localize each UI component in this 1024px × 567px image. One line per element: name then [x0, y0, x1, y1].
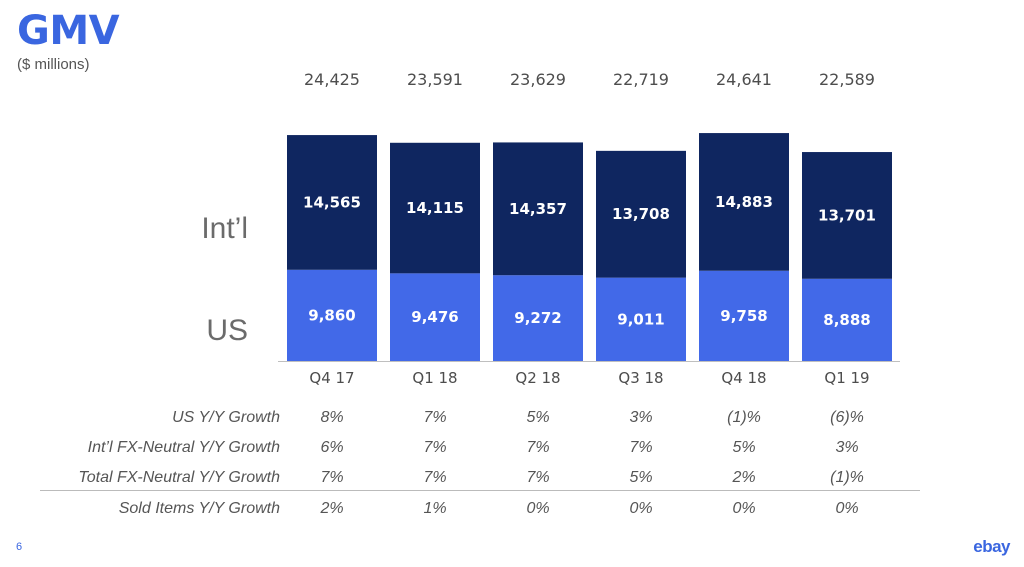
bar-intl-0	[287, 135, 377, 270]
total-value-label: 22,589	[819, 70, 875, 89]
metric-value: 5%	[732, 439, 756, 456]
intl-value-label: 14,565	[303, 193, 361, 211]
intl-value-label: 14,883	[715, 193, 773, 211]
ebay-logo: ebay	[973, 537, 1010, 556]
category-label: Q2 18	[515, 369, 560, 387]
category-label: Q1 18	[412, 369, 457, 387]
metric-value: 2%	[320, 500, 344, 517]
page-number: 6	[16, 541, 23, 553]
category-label: Q3 18	[618, 369, 663, 387]
metric-row-label: US Y/Y Growth	[172, 409, 280, 426]
metric-value: 5%	[629, 469, 653, 486]
bar-intl-3	[596, 150, 686, 278]
intl-value-label: 13,701	[818, 206, 876, 224]
total-value-label: 23,629	[510, 70, 566, 89]
metric-value: 3%	[629, 409, 653, 426]
total-value-label: 23,591	[407, 70, 463, 89]
metric-value: 1%	[423, 500, 447, 517]
metric-value: 5%	[526, 409, 550, 426]
total-value-label: 24,641	[716, 70, 772, 89]
metric-value: 6%	[320, 439, 344, 456]
total-value-label: 24,425	[304, 70, 360, 89]
bar-us-2	[493, 275, 583, 361]
metric-value: 7%	[526, 439, 550, 456]
metric-value: 7%	[629, 439, 653, 456]
bar-intl-4	[699, 133, 789, 271]
metric-value: 7%	[423, 469, 447, 486]
metric-value: (1)%	[830, 469, 864, 486]
metric-value: 0%	[526, 500, 550, 517]
intl-segment-label: Int’l	[201, 212, 248, 245]
bar-intl-1	[390, 142, 480, 274]
category-label: Q1 19	[824, 369, 869, 387]
bar-us-1	[390, 273, 480, 361]
metric-value: 7%	[423, 439, 447, 456]
total-value-label: 22,719	[613, 70, 669, 89]
bar-us-3	[596, 277, 686, 361]
metric-value: 0%	[629, 500, 653, 517]
metric-value: 7%	[526, 469, 550, 486]
us-value-label: 8,888	[823, 311, 870, 329]
metric-row-label: Int’l FX-Neutral Y/Y Growth	[87, 439, 280, 456]
metric-value: 8%	[320, 409, 344, 426]
metric-value: (1)%	[727, 409, 761, 426]
page-subtitle: ($ millions)	[17, 56, 90, 73]
us-value-label: 9,011	[617, 310, 664, 328]
us-value-label: 9,476	[411, 308, 458, 326]
bar-us-0	[287, 269, 377, 361]
us-value-label: 9,860	[308, 306, 355, 324]
intl-value-label: 13,708	[612, 205, 670, 223]
category-label: Q4 18	[721, 369, 766, 387]
metric-row-label: Sold Items Y/Y Growth	[118, 500, 280, 517]
page-title: GMV	[17, 8, 120, 54]
us-value-label: 9,758	[720, 307, 767, 325]
bar-us-4	[699, 270, 789, 361]
category-label: Q4 17	[309, 369, 354, 387]
bar-us-5	[802, 278, 892, 361]
metric-row-label: Total FX-Neutral Y/Y Growth	[78, 469, 280, 486]
bar-intl-2	[493, 142, 583, 276]
metric-value: 7%	[320, 469, 344, 486]
metric-value: (6)%	[830, 409, 864, 426]
intl-value-label: 14,115	[406, 199, 464, 217]
us-value-label: 9,272	[514, 309, 561, 327]
metric-value: 7%	[423, 409, 447, 426]
metric-value: 2%	[732, 469, 756, 486]
metric-value: 0%	[835, 500, 859, 517]
bar-intl-5	[802, 152, 892, 279]
intl-value-label: 14,357	[509, 200, 567, 218]
metric-value: 0%	[732, 500, 756, 517]
metric-value: 3%	[835, 439, 859, 456]
us-segment-label: US	[206, 314, 248, 347]
table-divider	[40, 490, 920, 491]
